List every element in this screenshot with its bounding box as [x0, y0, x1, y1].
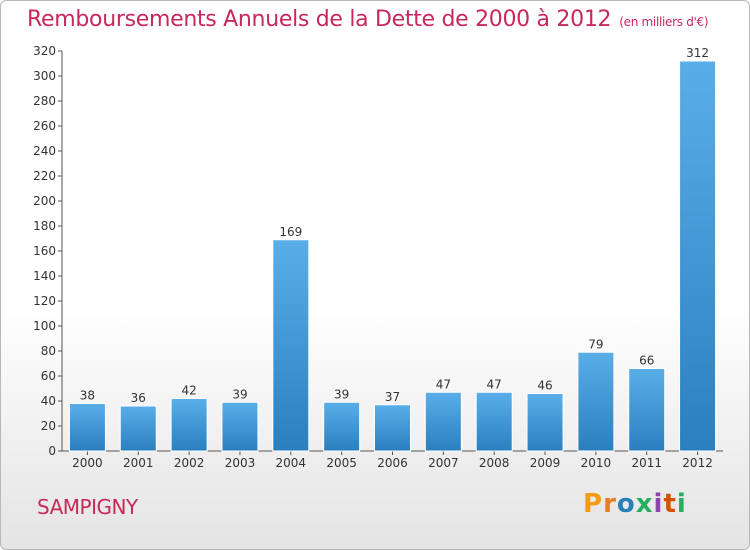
- x-tick-label: 2002: [174, 456, 205, 470]
- logo-letter: o: [616, 489, 636, 519]
- bar-value-label: 39: [334, 387, 349, 401]
- x-tick-label: 2012: [682, 456, 713, 470]
- x-tick-label: 2001: [123, 456, 154, 470]
- x-tick-label: 2003: [225, 456, 256, 470]
- logo-letter: P: [583, 489, 604, 519]
- proxiti-logo: Proxiti: [583, 489, 687, 519]
- x-tick-label: 2011: [631, 456, 662, 470]
- bar-value-label: 38: [80, 389, 95, 403]
- bar-2009: [526, 393, 564, 452]
- bar-value-label: 169: [279, 225, 302, 239]
- logo-letter: t: [663, 489, 677, 519]
- bar-value-label: 42: [181, 384, 196, 398]
- location-name: SAMPIGNY: [37, 495, 138, 519]
- chart-title: Remboursements Annuels de la Dette de 20…: [27, 7, 709, 32]
- logo-letter: i: [676, 489, 687, 519]
- x-tick-label: 2000: [72, 456, 103, 470]
- y-tick-label: 280: [33, 94, 56, 108]
- bar-2007: [424, 391, 462, 452]
- y-tick-label: 140: [33, 269, 56, 283]
- y-tick-label: 80: [41, 344, 56, 358]
- x-tick-label: 2005: [326, 456, 357, 470]
- bars: 38 36 42 39 169 39 37 47 47 46 79 66 312: [68, 46, 717, 452]
- y-tick-label: 260: [33, 119, 56, 133]
- y-tick-label: 200: [33, 194, 56, 208]
- x-tick-label: 2009: [530, 456, 561, 470]
- title-unit: (en milliers d'€): [619, 15, 709, 29]
- x-tick-label: 2004: [276, 456, 307, 470]
- y-tick-label: 160: [33, 244, 56, 258]
- bar-value-label: 312: [686, 46, 709, 60]
- x-tick-label: 2006: [377, 456, 408, 470]
- x-tick-label: 2007: [428, 456, 459, 470]
- bar-2006: [374, 404, 411, 452]
- logo-letter: x: [635, 489, 654, 519]
- bar-2003: [221, 401, 259, 452]
- bar-2001: [119, 405, 157, 452]
- bar-value-label: 66: [639, 354, 654, 368]
- bar-value-label: 37: [385, 390, 400, 404]
- y-tick-label: 40: [41, 394, 56, 408]
- y-tick-label: 0: [48, 444, 56, 458]
- x-tick-label: 2008: [479, 456, 510, 470]
- y-tick-label: 20: [41, 419, 56, 433]
- y-tick-label: 120: [33, 294, 56, 308]
- bar-value-label: 47: [436, 377, 451, 391]
- title-text: Remboursements Annuels de la Dette de 20…: [27, 7, 612, 32]
- bar-2000: [68, 403, 106, 452]
- bar-value-label: 79: [588, 337, 603, 351]
- bar-2004: [272, 239, 310, 452]
- y-tick-label: 300: [33, 69, 56, 83]
- bar-value-label: 46: [537, 379, 552, 393]
- y-tick-label: 240: [33, 144, 56, 158]
- y-tick-label: 180: [33, 219, 56, 233]
- y-tick-label: 60: [41, 369, 56, 383]
- bar-value-label: 47: [487, 377, 502, 391]
- bar-value-label: 36: [131, 391, 146, 405]
- bar-2012: [679, 60, 717, 452]
- y-tick-label: 100: [33, 319, 56, 333]
- bar-2011: [628, 368, 666, 452]
- bar-2005: [323, 401, 361, 452]
- y-tick-label: 320: [33, 44, 56, 58]
- bar-2008: [475, 391, 513, 452]
- bar-value-label: 39: [232, 387, 247, 401]
- bar-2010: [577, 351, 615, 452]
- logo-letter: r: [603, 489, 617, 519]
- x-tick-label: 2010: [581, 456, 612, 470]
- logo-letter: i: [653, 489, 664, 519]
- bar-2002: [170, 398, 208, 452]
- axes: 0 20 40 60 80 100 120 140 160 180 200 220 240 260 280 3…: [33, 44, 723, 470]
- y-tick-label: 220: [33, 169, 56, 183]
